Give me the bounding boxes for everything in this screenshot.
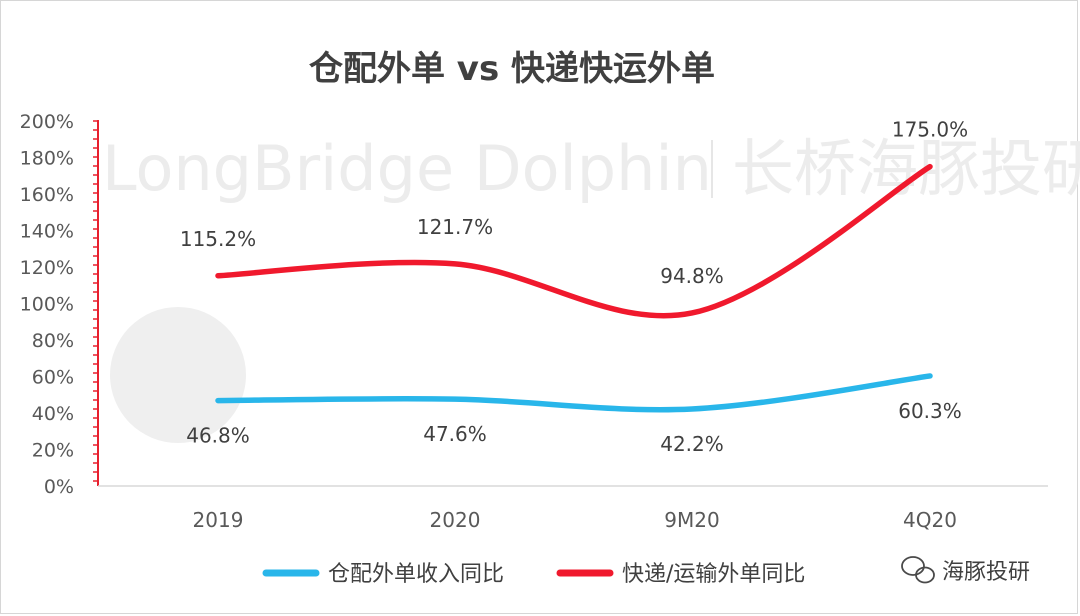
data-labels: 46.8% 47.6% 42.2% 60.3% 115.2% 121.7% 94.8% 175…	[180, 118, 968, 456]
y-tick-label: 0%	[44, 476, 74, 498]
brand-badge: 海豚投研	[901, 556, 1030, 585]
data-label: 60.3%	[898, 399, 962, 423]
series-lines	[215, 163, 933, 413]
legend-label-warehouse: 仓配外单收入同比	[328, 562, 504, 587]
y-tick-label: 160%	[20, 184, 74, 206]
y-tick-label: 140%	[20, 221, 74, 243]
y-axis-ticks: 0% 20% 40% 60% 80% 100% 120% 140% 160% 180% 200%	[20, 111, 74, 498]
chart-title: 仓配外单 vs 快递快运外单	[309, 49, 715, 89]
y-axis	[93, 120, 99, 486]
watermark-logo-icon	[110, 307, 246, 443]
watermark-text: LongBridge Dolphin	[102, 132, 712, 205]
data-label: 47.6%	[423, 422, 487, 446]
y-tick-label: 120%	[20, 257, 74, 279]
legend-label-express: 快递/运输外单同比	[622, 562, 805, 587]
watermark: LongBridge Dolphin 长桥海豚投研	[102, 132, 1080, 443]
x-tick-label: 2019	[193, 508, 244, 532]
legend: 仓配外单收入同比 快递/运输外单同比	[262, 562, 805, 587]
wechat-icon	[901, 556, 935, 584]
series-line-warehouse	[215, 373, 933, 413]
y-tick-label: 180%	[20, 148, 74, 170]
y-tick-label: 40%	[32, 403, 74, 425]
y-tick-label: 80%	[32, 330, 74, 352]
watermark-cn-text: 长桥海豚投研	[732, 132, 1080, 205]
data-label: 46.8%	[186, 424, 250, 448]
y-tick-label: 60%	[32, 367, 74, 389]
x-tick-label: 2020	[430, 508, 481, 532]
data-label: 115.2%	[180, 227, 256, 251]
x-tick-label: 4Q20	[903, 508, 957, 532]
x-tick-label: 9M20	[664, 508, 719, 532]
brand-text: 海豚投研	[942, 560, 1030, 585]
data-label: 42.2%	[660, 432, 724, 456]
y-tick-label: 20%	[32, 440, 74, 462]
series-line-express	[215, 163, 933, 319]
x-axis-labels: 2019 2020 9M20 4Q20	[193, 508, 957, 532]
y-tick-label: 200%	[20, 111, 74, 133]
data-label: 94.8%	[660, 264, 724, 288]
data-label: 121.7%	[417, 215, 493, 239]
y-tick-label: 100%	[20, 294, 74, 316]
data-label: 175.0%	[892, 118, 968, 142]
